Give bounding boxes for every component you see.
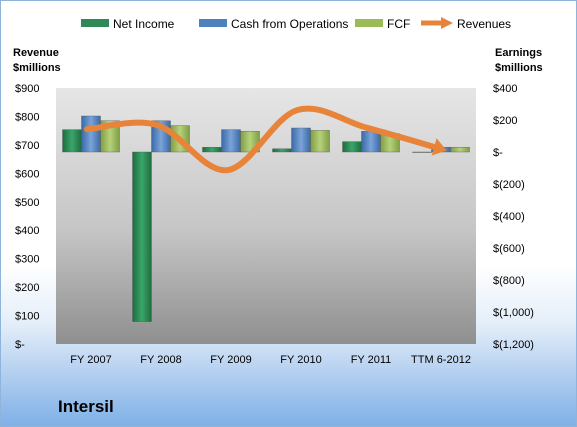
left-axis-tick-label: $100 [15,311,39,323]
right-axis-title-line1: Earnings [495,47,542,59]
bar-cash-from-operations-fy-2010 [291,127,311,153]
bar-net-income-fy-2008 [132,151,152,322]
left-axis-tick-label: $500 [15,197,39,209]
category-label-fy-2008: FY 2008 [140,354,181,366]
left-axis-tick-label: $800 [15,111,39,123]
category-label-fy-2009: FY 2009 [210,354,251,366]
left-axis-tick-label: $400 [15,225,39,237]
legend-label-net-income: Net Income [113,17,175,31]
right-axis-tick-label: $400 [493,83,517,95]
left-axis-tick-label: $600 [15,168,39,180]
left-axis-tick-label: $- [15,339,25,351]
bar-net-income-fy-2011 [342,141,362,153]
left-axis-tick-label: $700 [15,140,39,152]
right-axis-tick-label: $(800) [493,275,525,287]
right-axis-tick-label: $- [493,147,503,159]
line-layer [84,105,447,174]
ticks-layer: $- $100 $200 $300 $400 $500 $600 $700 $800 $900 $4… [15,83,534,351]
bar-cash-from-operations-fy-2009 [221,129,241,153]
right-axis-tick-label: $(1,200) [493,339,534,351]
right-axis-tick-label: $(600) [493,243,525,255]
revenues-line [84,105,440,174]
legend-swatch-cash-from-operations [199,19,227,27]
bar-cash-from-operations-fy-2007 [81,115,101,153]
legend-swatch-fcf [355,19,383,27]
left-axis-tick-label: $900 [15,83,39,95]
category-label-fy-2010: FY 2010 [280,354,321,366]
revenues-line-arrowhead [431,138,447,156]
bar-fcf-fy-2010 [310,130,330,153]
right-axis-tick-label: $(400) [493,211,525,223]
category-label-ttm-6-2012: TTM 6-2012 [411,354,471,366]
legend-arrow-icon [441,17,453,29]
right-axis-tick-label: $200 [493,115,517,127]
bar-net-income-fy-2007 [62,129,82,153]
company-name: Intersil [58,397,114,416]
legend-swatch-net-income [81,19,109,27]
legend: Net Income Cash from Operations FCF Reve… [81,17,511,31]
right-axis-title-line2: $millions [495,62,543,74]
bar-net-income-ttm-6-2012 [412,151,432,153]
bar-fcf-ttm-6-2012 [450,146,470,153]
legend-label-revenues: Revenues [457,17,511,31]
right-axis-tick-label: $(1,000) [493,307,534,319]
legend-label-fcf: FCF [387,17,410,31]
legend-label-cash-from-operations: Cash from Operations [231,17,348,31]
left-axis-title-line1: Revenue [13,47,59,59]
left-axis-tick-label: $300 [15,254,39,266]
bar-net-income-fy-2009 [202,146,222,153]
bar-cash-from-operations-fy-2011 [361,130,381,153]
category-label-fy-2011: FY 2011 [351,354,392,366]
categories-layer: FY 2007 FY 2008 FY 2009 FY 2010 FY 2011 TTM 6… [70,354,471,366]
right-axis-tick-label: $(200) [493,179,525,191]
left-axis-title-line2: $millions [13,62,61,74]
plot-area [56,88,476,344]
bar-net-income-fy-2010 [272,148,292,153]
category-label-fy-2007: FY 2007 [70,354,111,366]
left-axis-tick-label: $200 [15,282,39,294]
